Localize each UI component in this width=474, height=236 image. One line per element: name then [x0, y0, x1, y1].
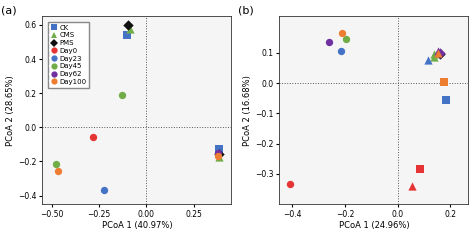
- Point: [343, 37, 350, 41]
- Point: [424, 59, 431, 62]
- Point: [430, 52, 438, 56]
- Point: [416, 167, 424, 171]
- Point: [326, 40, 333, 44]
- Point: [338, 31, 346, 35]
- Point: [214, 154, 222, 158]
- Point: [430, 55, 438, 59]
- Text: (b): (b): [237, 5, 254, 15]
- Point: [90, 135, 97, 139]
- Text: (a): (a): [0, 5, 16, 15]
- Point: [337, 49, 345, 53]
- Point: [442, 98, 450, 101]
- Point: [52, 162, 59, 166]
- Y-axis label: PCoA 2 (28.65%): PCoA 2 (28.65%): [7, 75, 16, 146]
- Point: [214, 151, 222, 155]
- Point: [440, 80, 448, 84]
- Point: [436, 52, 443, 56]
- Point: [215, 152, 223, 156]
- Point: [408, 184, 416, 188]
- Point: [124, 33, 131, 37]
- X-axis label: PCoA 1 (24.96%): PCoA 1 (24.96%): [338, 221, 409, 230]
- Point: [100, 188, 108, 191]
- Point: [435, 51, 442, 55]
- Point: [215, 155, 223, 159]
- Point: [127, 27, 134, 31]
- X-axis label: PCoA 1 (40.97%): PCoA 1 (40.97%): [101, 221, 172, 230]
- Point: [435, 49, 442, 53]
- Point: [436, 51, 443, 55]
- Legend: CK, CMS, PMS, Day0, Day23, Day45, Day62, Day100: CK, CMS, PMS, Day0, Day23, Day45, Day62,…: [48, 22, 90, 88]
- Point: [118, 93, 126, 97]
- Y-axis label: PCoA 2 (16.68%): PCoA 2 (16.68%): [244, 75, 253, 146]
- Point: [125, 23, 132, 27]
- Point: [215, 147, 223, 151]
- Point: [55, 169, 62, 173]
- Point: [286, 183, 293, 186]
